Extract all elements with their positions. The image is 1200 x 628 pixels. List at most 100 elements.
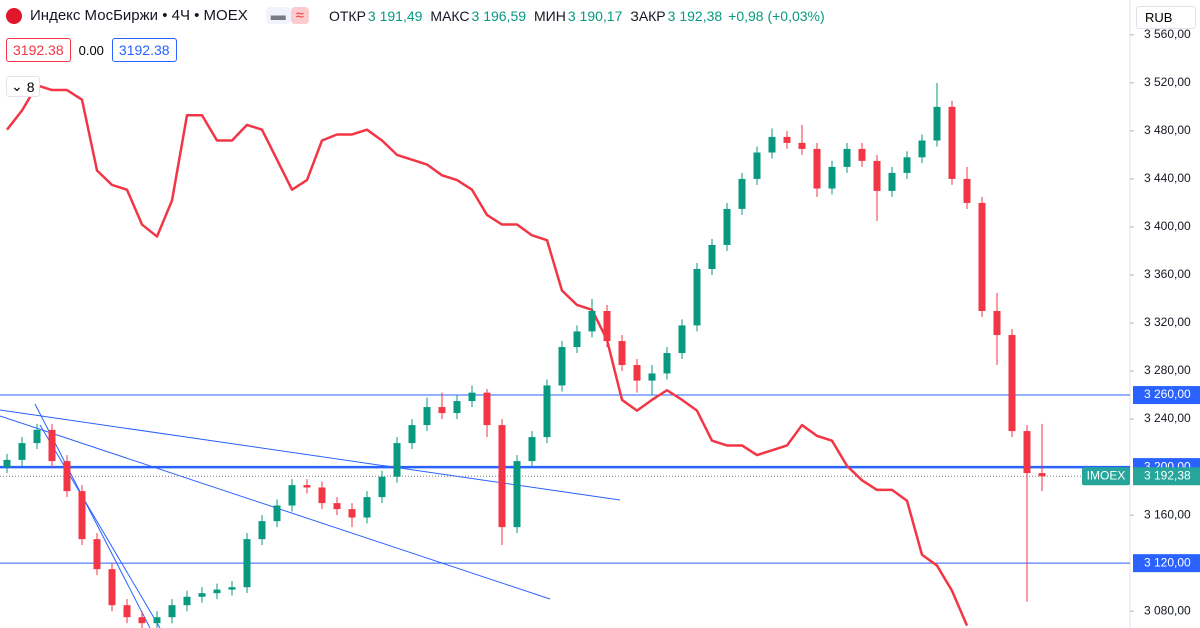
compare-button[interactable]: ≈ (290, 7, 309, 24)
y-tick-label: 3 160,00 (1144, 507, 1191, 521)
ohlc: ОТКР 3 191,49 МАКС 3 196,59 МИН 3 190,17 ЗАКР 3… (323, 8, 722, 24)
candle-body (693, 268, 701, 326)
candle-body (918, 140, 926, 158)
candle-body (828, 166, 836, 189)
compare-line (6, 84, 969, 627)
candle-body (123, 605, 131, 618)
candle-body (153, 617, 161, 624)
candle-body (948, 106, 956, 179)
candle-body (63, 461, 71, 492)
symbol-icon (6, 7, 22, 24)
candle-body (378, 476, 386, 498)
candle-body (738, 178, 746, 209)
candle-body (333, 503, 341, 510)
candle-body (618, 341, 626, 366)
y-tick-label: 3 280,00 (1144, 363, 1191, 377)
symbol-title[interactable]: Индекс МосБиржи • 4Ч • MOEX (30, 7, 248, 24)
ohlc-value: 3 191,49 (367, 7, 423, 24)
candle-body (168, 605, 176, 618)
candle-body (78, 491, 86, 540)
change: +0,98 (+0,03%) (728, 7, 825, 24)
candle-body (723, 208, 731, 245)
candle-body (1008, 335, 1016, 432)
last-price: 3 192,38 (1144, 468, 1191, 482)
candle-body (348, 509, 356, 518)
y-tick-label: 3 560,00 (1144, 27, 1191, 41)
candle-body (228, 587, 236, 590)
y-tick-label: 3 480,00 (1144, 123, 1191, 137)
toggle-button[interactable]: ▬ (265, 7, 291, 24)
candle-body (183, 596, 191, 606)
candle-body (393, 443, 401, 477)
last-price-box (1133, 467, 1200, 486)
level-label-box (1133, 554, 1200, 573)
candle-body (993, 310, 1001, 336)
sell-button[interactable]: 3192.38 (6, 38, 71, 62)
level-label: 3 260,00 (1144, 387, 1191, 401)
candle-body (708, 244, 716, 269)
candle-body (903, 157, 911, 173)
candle-body (573, 331, 581, 348)
candle-body (978, 202, 986, 311)
level-label-box (1133, 386, 1200, 405)
currency: RUB (1145, 10, 1173, 25)
ohlc-value: 3 196,59 (471, 7, 527, 24)
candle-body (888, 172, 896, 191)
currency-select[interactable]: RUB (1136, 6, 1196, 29)
candle-body (33, 429, 41, 444)
buy-button[interactable]: 3192.38 (111, 38, 177, 62)
candle-body (453, 401, 461, 414)
candle-body (243, 539, 251, 588)
candle-body (423, 407, 431, 426)
ohlc-value: 3 190,17 (567, 7, 623, 24)
last-name: IMOEX (1087, 468, 1126, 482)
candle-body (48, 429, 56, 462)
ohlc-value: 3 192,38 (667, 7, 723, 24)
candle-body (303, 485, 311, 488)
candle-body (1023, 431, 1031, 474)
candle-body (468, 392, 476, 402)
indicators-count: 8 (26, 78, 35, 95)
candle-body (678, 325, 686, 354)
candle-body (768, 136, 776, 153)
candle-body (528, 437, 536, 462)
candle-body (753, 152, 761, 179)
candle-body (483, 392, 491, 426)
y-tick-label: 3 440,00 (1144, 171, 1191, 185)
candle-body (603, 310, 611, 342)
trend-lines (0, 403, 621, 628)
candle-body (858, 148, 866, 161)
candle-body (3, 459, 11, 468)
candle-body (783, 136, 791, 143)
last-name-box (1082, 467, 1130, 486)
ohlc-label: МИН (534, 7, 566, 24)
y-tick-label: 3 320,00 (1144, 315, 1191, 329)
candle-body (588, 310, 596, 332)
candle-body (543, 385, 551, 438)
candle-body (93, 539, 101, 570)
candle-body (258, 521, 266, 540)
candle-body (363, 497, 371, 518)
y-tick-label: 3 360,00 (1144, 267, 1191, 281)
level-label: 3 120,00 (1144, 555, 1191, 569)
y-tick-label: 3 240,00 (1144, 411, 1191, 425)
candle-body (963, 178, 971, 203)
candle-body (873, 160, 881, 191)
candle-body (663, 353, 671, 374)
candle-body (18, 443, 26, 460)
indicators-toggle[interactable]: ⌄ 8 (6, 76, 40, 97)
candle-body (558, 347, 566, 386)
candle-body (108, 569, 116, 606)
candle-body (213, 589, 221, 594)
spread: 0.00 (78, 42, 104, 58)
candle-body (648, 373, 656, 381)
candle-body (438, 407, 446, 414)
candle-body (198, 593, 206, 597)
candle-body (798, 142, 806, 149)
candle-body (843, 148, 851, 167)
candle-body (138, 617, 146, 624)
symbol-header: Индекс МосБиржи • 4Ч • MOEX ▬ ≈ ОТКР 3 19… (6, 7, 825, 24)
y-tick-label: 3 080,00 (1144, 603, 1191, 617)
